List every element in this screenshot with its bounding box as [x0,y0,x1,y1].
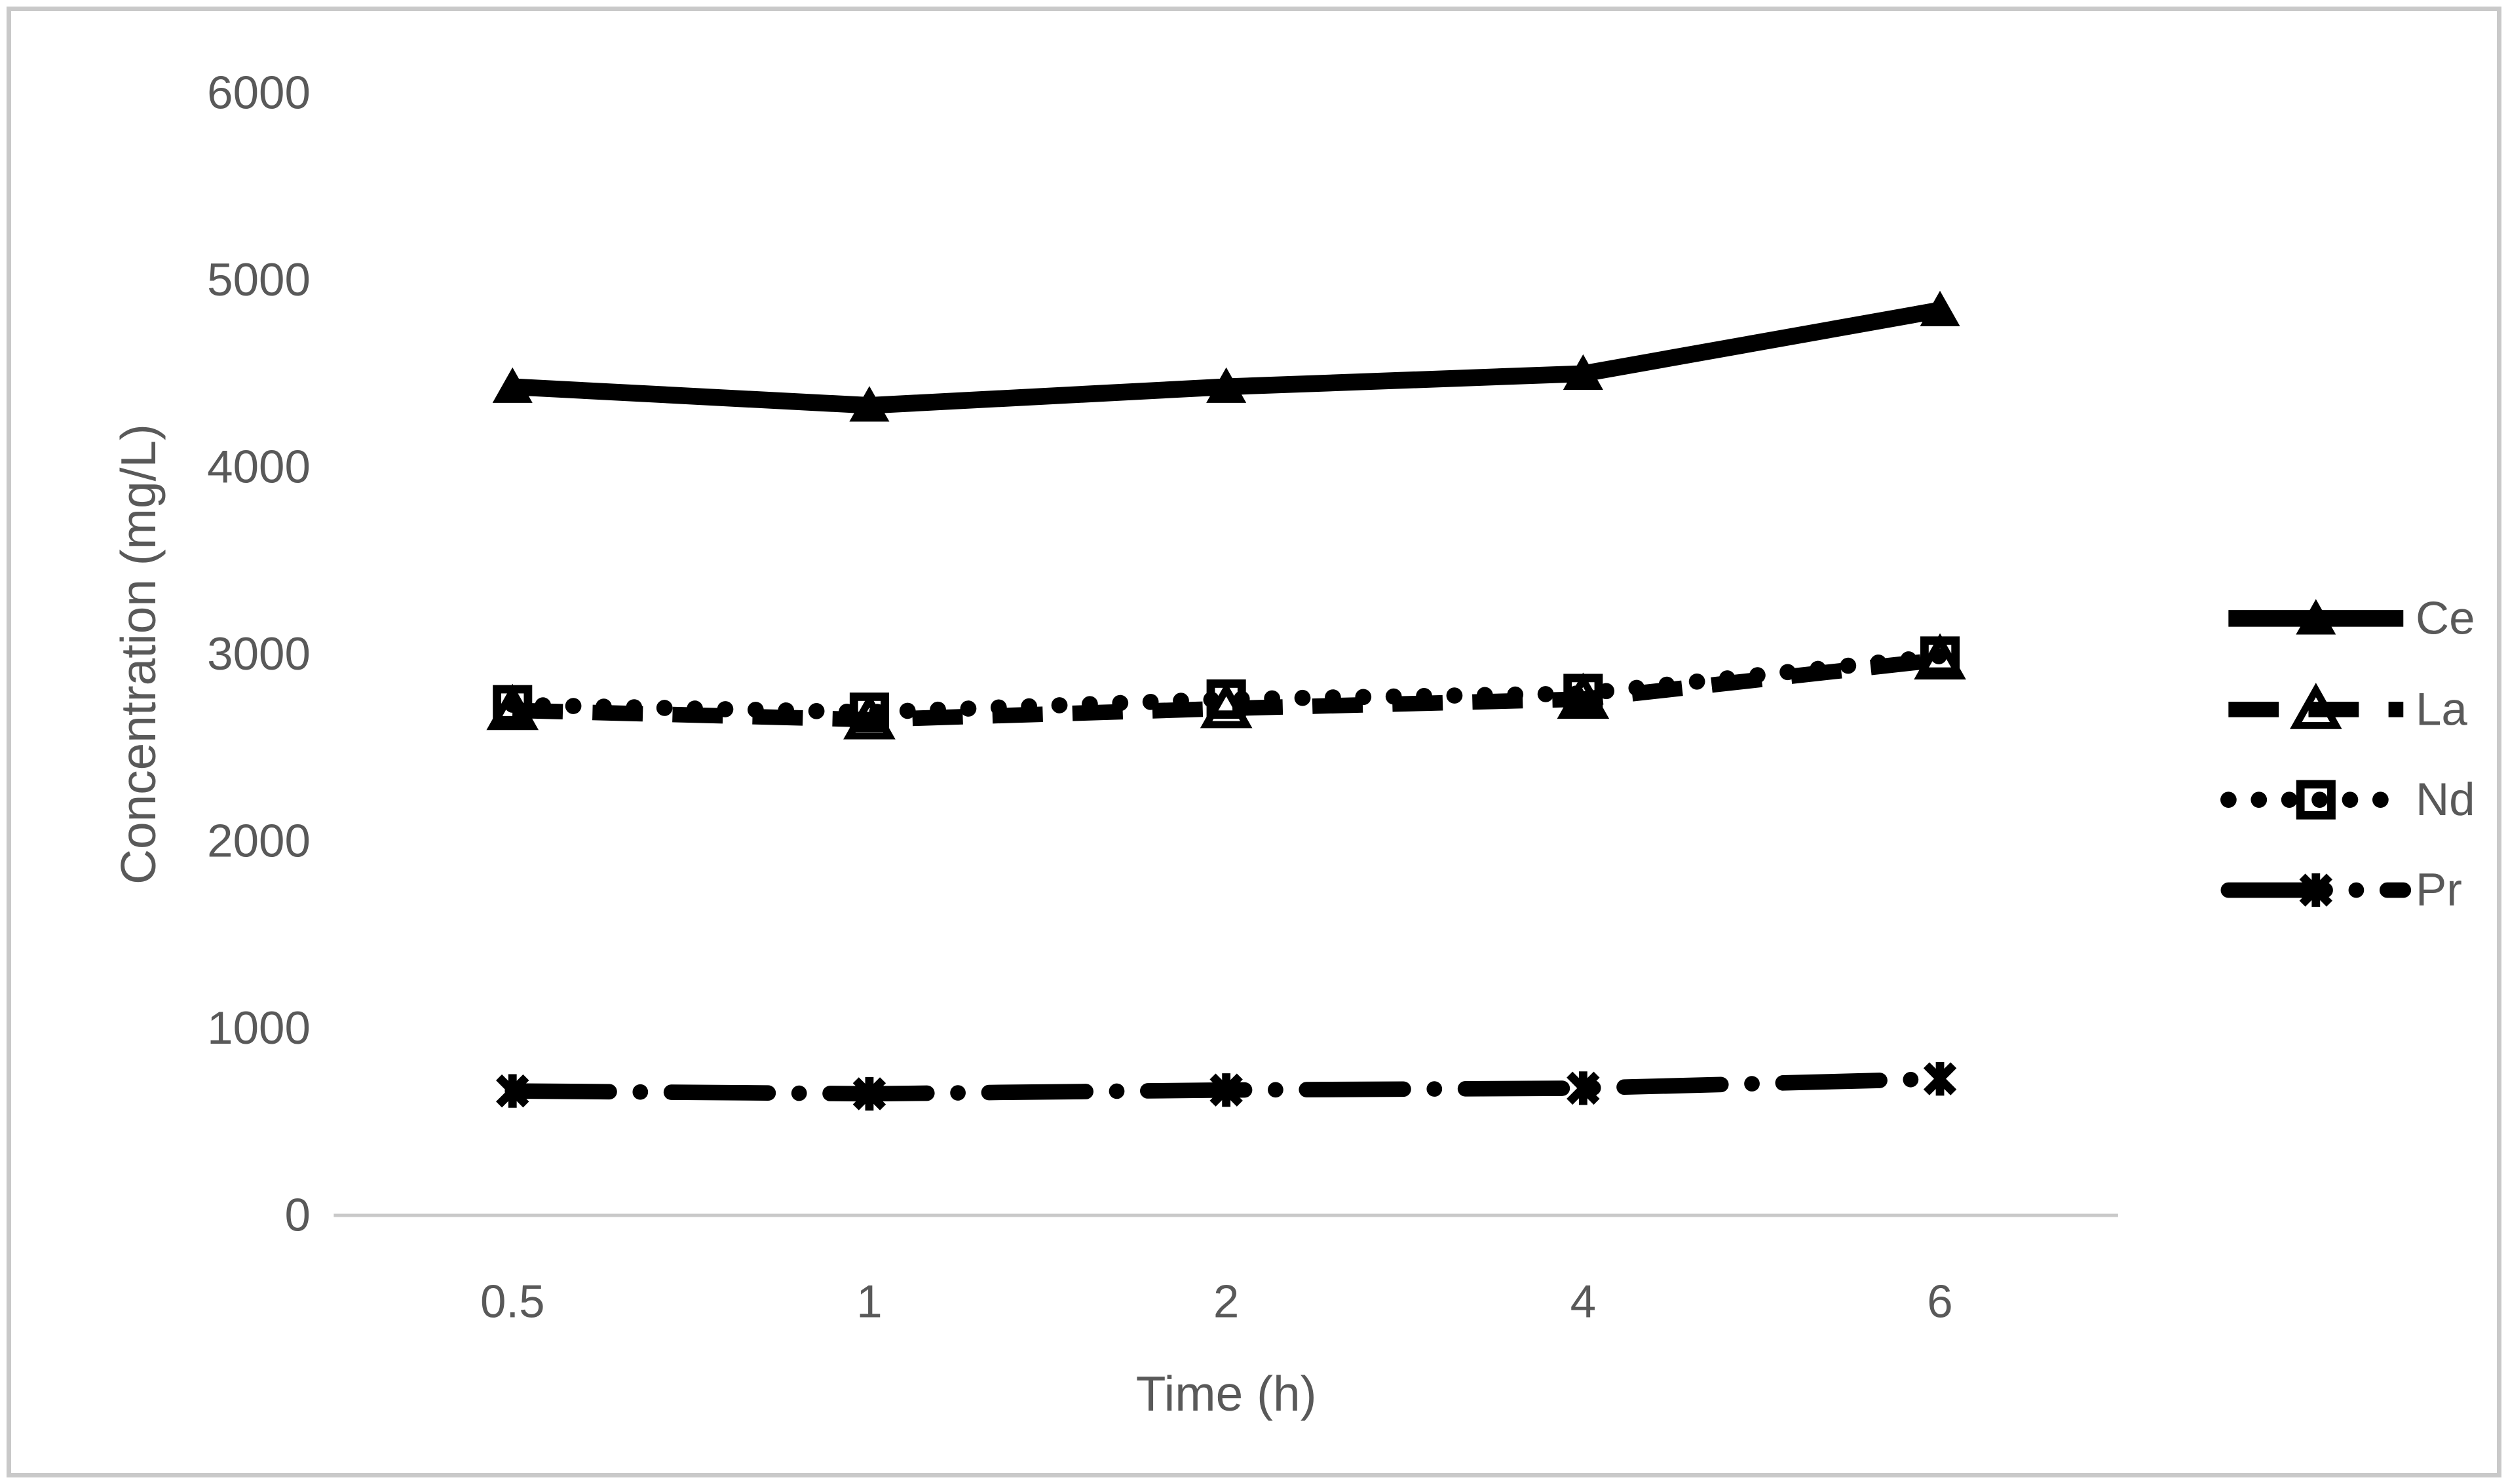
series-Nd-line [504,648,1948,721]
series-Nd-marker-square-open [1563,674,1603,713]
series-Ce-marker-triangle-filled [849,386,890,422]
y-tick-label: 6000 [207,67,311,119]
legend-Ce-marker-triangle-filled [2296,599,2336,635]
series-Nd-marker-square-open [1920,636,1960,676]
legend-label-La: La [2416,683,2467,735]
series-Pr-marker-asterisk [1209,1073,1243,1107]
x-tick-label: 0.5 [480,1276,545,1327]
concentration-line-chart: 0 1000 2000 3000 4000 5000 6000 0.5 1 2 4 6 Time (h)… [111,67,2475,1421]
x-tick-label: 1 [856,1276,882,1327]
y-tick-label: 0 [285,1189,311,1241]
y-tick-label: 5000 [207,254,311,306]
legend-label-Nd: Nd [2416,774,2475,826]
series-Nd-marker-square-open [849,692,889,732]
series-Ce-marker-triangle-filled [1563,354,1603,390]
series-Ce-marker-triangle-filled [492,367,533,403]
series-Pr-marker-asterisk [1567,1071,1600,1105]
x-tick-label: 6 [1927,1276,1952,1327]
series-Pr-marker-asterisk [852,1077,886,1111]
legend-La-marker-triangle-open [2289,683,2342,729]
y-tick-label: 1000 [207,1002,311,1054]
series-La-marker-triangle-open [1200,681,1253,729]
y-tick-label: 3000 [207,628,311,680]
series-Ce-marker-triangle-filled [1206,367,1247,403]
series-Nd-marker-square-open [493,685,533,725]
chart-figure: 0 1000 2000 3000 4000 5000 6000 0.5 1 2 4 6 Time (h)… [7,7,2501,1477]
x-axis-title: Time (h) [1136,1366,1317,1421]
x-tick-label: 4 [1570,1276,1596,1327]
series-Pr-marker-asterisk [1923,1062,1957,1095]
series-Ce-marker-triangle-filled [1920,290,1960,326]
y-tick-label: 4000 [207,442,311,493]
x-tick-label: 2 [1213,1276,1239,1327]
legend-Pr-marker-asterisk [2299,873,2333,907]
series-Nd-marker-square-open [1206,679,1246,719]
legend-Nd-marker-square-open [2296,780,2336,820]
legend-label-Pr: Pr [2416,864,2462,916]
series-La-marker-triangle-open [1914,633,1966,680]
series-Pr-marker-asterisk [496,1074,529,1108]
legend-label-Ce: Ce [2416,592,2475,644]
y-tick-label: 2000 [207,816,311,867]
series-La-marker-triangle-open [486,683,539,731]
y-axis-title: Concentration (mg/L) [111,424,166,885]
